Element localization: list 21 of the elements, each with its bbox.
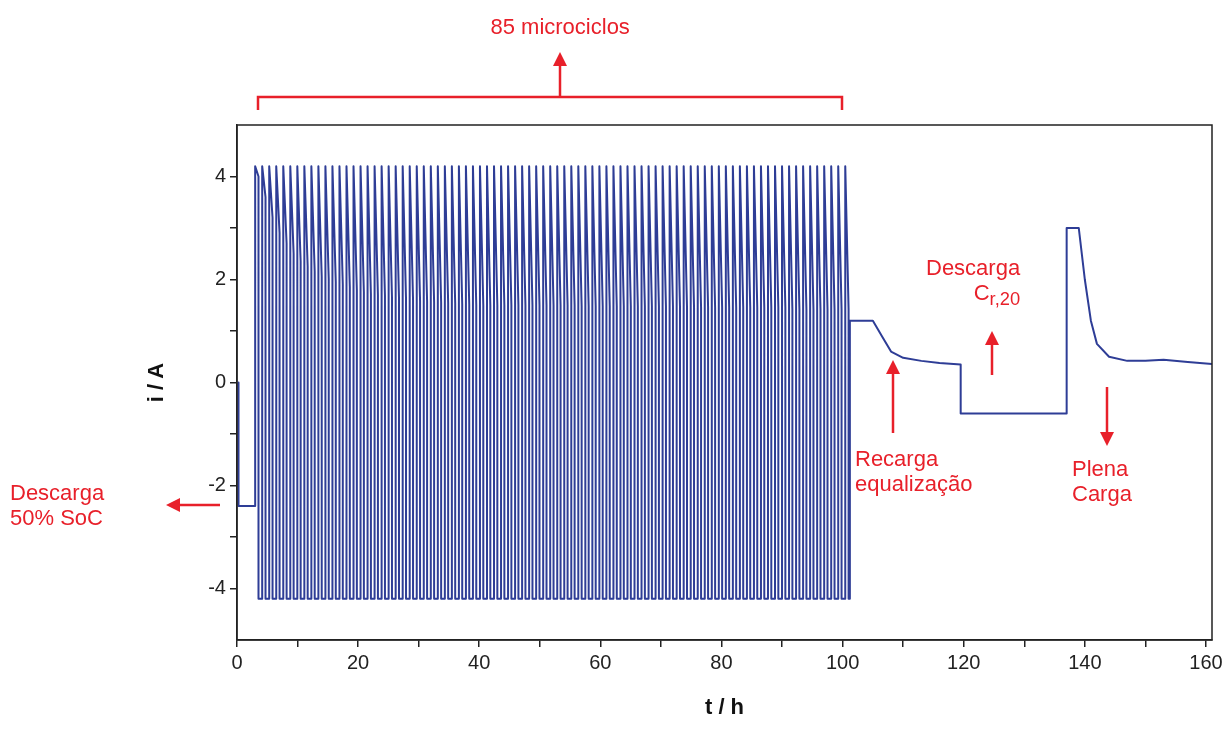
x-tick-label: 20: [346, 650, 370, 673]
x-tick-label: 100: [825, 650, 860, 673]
text: 85 microciclos: [490, 14, 630, 40]
x-tick-label: 60: [589, 650, 612, 673]
y-tick-label: -4: [208, 576, 226, 599]
y-tick-label: 0: [214, 370, 226, 393]
x-tick-label: 40: [468, 650, 491, 673]
x-tick-label: 140: [1068, 650, 1102, 673]
x-tick-label: 80: [710, 650, 733, 673]
x-axis-title: t / h: [704, 693, 745, 719]
annotation: Plena Carga: [1072, 456, 1132, 507]
y-axis-title: i / A: [143, 362, 169, 403]
x-tick-label: 160: [1189, 650, 1223, 673]
y-tick-label: 4: [214, 164, 226, 187]
annotation: Recarga equalização: [855, 446, 973, 497]
y-tick-label: 2: [214, 267, 226, 290]
y-tick-label: -2: [208, 473, 226, 496]
x-tick-label: 120: [947, 650, 981, 673]
x-tick-label: 0: [231, 650, 243, 673]
annotation: Descarga C$_{r,20}$: [926, 255, 1021, 310]
text: Descarga 50% SoC: [10, 480, 105, 531]
